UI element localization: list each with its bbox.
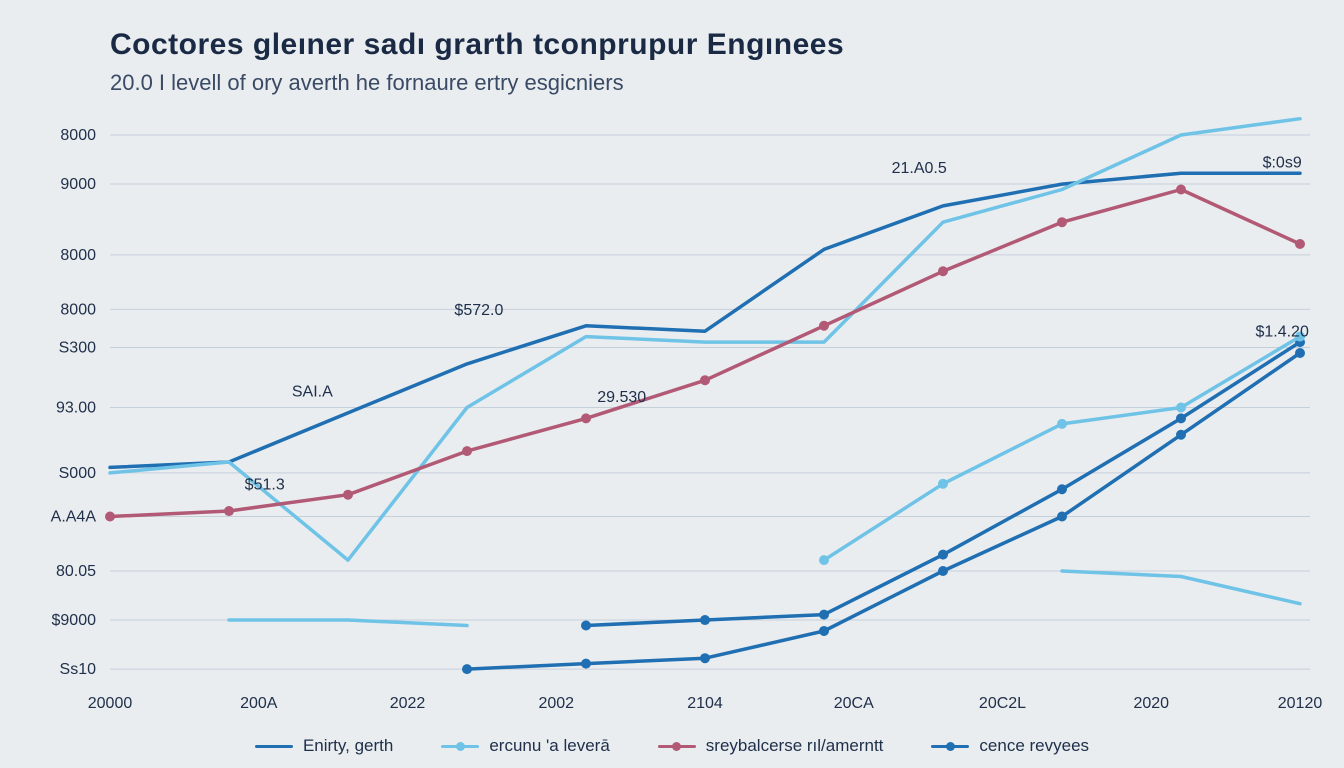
series-marker xyxy=(938,479,948,489)
series-marker xyxy=(462,446,472,456)
legend-item-sreybalcerse: sreybalcerse rıl/amerntt xyxy=(658,736,884,756)
series-marker xyxy=(1057,419,1067,429)
data-label: $1.4.20 xyxy=(1255,324,1308,341)
legend-label: Enirty, gerth xyxy=(303,736,393,756)
data-label: 29.530 xyxy=(597,389,646,406)
legend-swatch xyxy=(658,741,696,751)
legend-swatch xyxy=(255,741,293,751)
y-tick-label: 8000 xyxy=(60,127,96,144)
series-marker xyxy=(1057,217,1067,227)
data-label: 21.A0.5 xyxy=(892,160,947,177)
x-tick-label: 200A xyxy=(240,695,278,712)
series-marker xyxy=(1057,484,1067,494)
chart-legend: Enirty, gerth ercunu 'a leverā sreybalcers… xyxy=(0,736,1344,756)
x-tick-label: 2022 xyxy=(390,695,426,712)
series-marker xyxy=(819,610,829,620)
series-marker xyxy=(938,566,948,576)
series-light_lower_c xyxy=(1062,571,1300,604)
series-marker xyxy=(343,490,353,500)
data-label: $:0s9 xyxy=(1263,155,1302,172)
legend-item-entry_gerth: Enirty, gerth xyxy=(255,736,393,756)
series-sreybalcerse xyxy=(110,190,1300,517)
series-entry_gerth xyxy=(110,173,1300,467)
series-marker xyxy=(938,550,948,560)
series-marker xyxy=(700,615,710,625)
x-tick-label: 20CA xyxy=(834,695,874,712)
x-tick-label: 20120 xyxy=(1278,695,1323,712)
series-marker xyxy=(700,375,710,385)
x-tick-label: 2020 xyxy=(1133,695,1169,712)
series-cence_reves xyxy=(467,353,1300,669)
series-marker xyxy=(819,626,829,636)
x-tick-label: 20C2L xyxy=(979,695,1026,712)
y-tick-label: S000 xyxy=(59,465,96,482)
legend-label: cence revyees xyxy=(979,736,1089,756)
series-light_lower_b xyxy=(824,337,1300,560)
chart-container: Coctores gleıner sadı grarth tconprupur … xyxy=(0,0,1344,768)
series-light_lower_a xyxy=(229,620,467,626)
legend-swatch xyxy=(931,741,969,751)
series-marker xyxy=(224,506,234,516)
y-tick-label: 80.05 xyxy=(56,563,96,580)
series-ercunu_levera xyxy=(110,119,1300,560)
legend-label: sreybalcerse rıl/amerntt xyxy=(706,736,884,756)
y-tick-label: 8000 xyxy=(60,301,96,318)
data-label: $51.3 xyxy=(245,476,285,493)
x-tick-label: 2002 xyxy=(538,695,574,712)
y-tick-label: A.A4A xyxy=(51,509,97,526)
legend-item-ercunu_levera: ercunu 'a leverā xyxy=(441,736,609,756)
series-marker xyxy=(1295,239,1305,249)
series-marker xyxy=(1176,185,1186,195)
chart-plot: 8000 9000 8000 8000 S300 93.00 S000 A.A4A 80.05 $… xyxy=(0,0,1344,768)
series-marker xyxy=(1295,348,1305,358)
series-marker xyxy=(1057,512,1067,522)
data-label: $572.0 xyxy=(454,302,503,319)
y-tick-label: Ss10 xyxy=(60,661,97,678)
y-tick-label: 8000 xyxy=(60,247,96,264)
legend-item-cence_reves: cence revyees xyxy=(931,736,1089,756)
legend-swatch xyxy=(441,741,479,751)
series-marker xyxy=(462,664,472,674)
y-tick-label: S300 xyxy=(59,340,96,357)
series-marker xyxy=(1176,430,1186,440)
y-tick-label: 9000 xyxy=(60,176,96,193)
legend-label: ercunu 'a leverā xyxy=(489,736,609,756)
data-label: SAI.A xyxy=(292,384,333,401)
series-marker xyxy=(819,555,829,565)
x-tick-label: 20000 xyxy=(88,695,133,712)
series-marker xyxy=(581,659,591,669)
series-marker xyxy=(819,321,829,331)
series-marker xyxy=(581,413,591,423)
series-marker xyxy=(938,266,948,276)
series-marker xyxy=(1176,413,1186,423)
y-tick-label: $9000 xyxy=(52,612,97,629)
series-marker xyxy=(581,621,591,631)
y-tick-label: 93.00 xyxy=(56,400,96,417)
series-marker xyxy=(105,512,115,522)
x-tick-label: 2104 xyxy=(687,695,723,712)
series-marker xyxy=(700,653,710,663)
series-marker xyxy=(1176,403,1186,413)
